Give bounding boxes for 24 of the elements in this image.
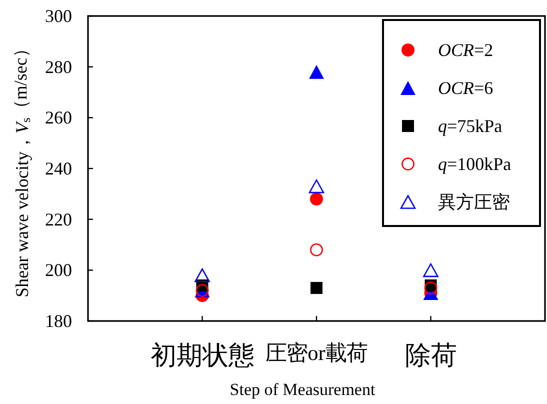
y-tick-label: 240	[45, 158, 72, 178]
point	[194, 268, 210, 282]
y-tick-label: 220	[45, 209, 72, 230]
legend-label: OCR=6	[438, 78, 494, 98]
point	[310, 243, 323, 256]
point	[308, 179, 324, 194]
y-tick-label: 260	[45, 108, 72, 128]
point	[424, 282, 438, 294]
y-tick-label: 300	[45, 6, 72, 26]
x-axis-title: Step of Measurement	[230, 380, 376, 398]
x-tick-label: 除荷	[404, 340, 457, 370]
legend-label: q=75kPa	[438, 116, 502, 136]
legend-label: q=100kPa	[438, 154, 512, 174]
y-tick-label: 280	[45, 56, 72, 77]
y-tick-label: 180	[45, 311, 72, 331]
y-tick-label: 200	[45, 260, 72, 280]
point	[310, 192, 323, 206]
point	[310, 282, 322, 294]
point	[309, 64, 324, 79]
x-tick-label: 初期状態	[150, 340, 254, 370]
x-tick-label: 圧密or載荷	[266, 341, 368, 365]
legend-label: 異方圧密	[438, 192, 510, 212]
point	[423, 263, 438, 278]
legend-label: OCR=2	[438, 40, 494, 60]
